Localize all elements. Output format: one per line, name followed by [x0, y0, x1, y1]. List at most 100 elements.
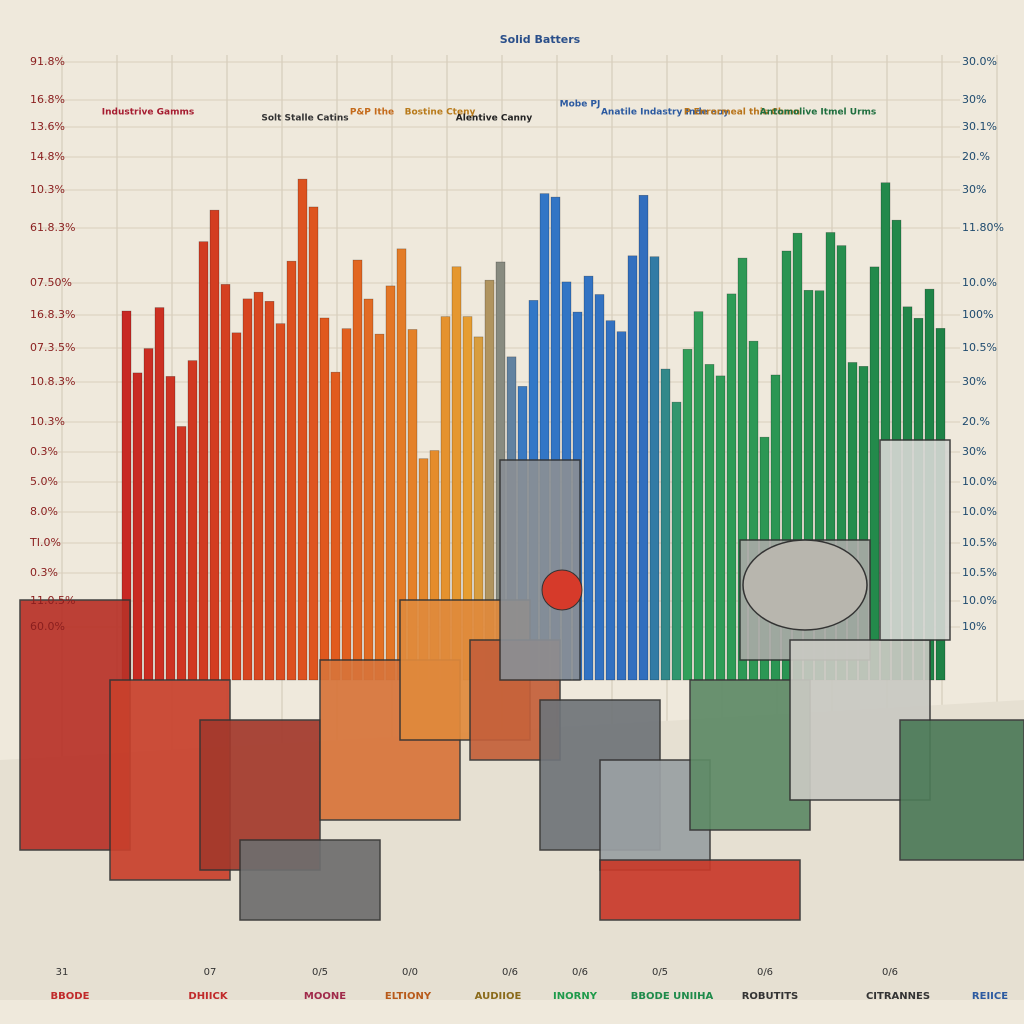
bottom-tick-label: 0/6	[502, 967, 518, 978]
right-axis-label: 10%	[962, 620, 986, 633]
right-axis-label: 10.5%	[962, 536, 997, 549]
bar-decoration	[715, 375, 726, 681]
left-axis-label: 5.0%	[30, 475, 58, 488]
annotation: Bostine Cteny	[405, 108, 476, 118]
bar-decoration	[627, 255, 638, 681]
bottom-label: ELTIONY	[385, 991, 432, 1002]
city	[0, 439, 1024, 1000]
right-axis-label: 30%	[962, 375, 986, 388]
left-axis-label: 0.3%	[30, 566, 58, 579]
left-axis-label: 11.0.5%	[30, 594, 75, 607]
building	[239, 839, 381, 921]
left-axis-label: 10.3%	[30, 415, 65, 428]
annotation: Mobe PJ	[560, 100, 601, 110]
bar-decoration	[682, 348, 693, 681]
bottom-label: INORNY	[553, 991, 598, 1002]
bar-decoration	[583, 275, 594, 681]
left-axis-label: 14.8%	[30, 150, 65, 163]
bar-decoration	[242, 298, 253, 681]
bar-decoration	[143, 348, 154, 681]
bar-decoration	[726, 293, 737, 681]
left-axis-label: 16.8%	[30, 93, 65, 106]
left-axis-label: 07.3.5%	[30, 341, 75, 354]
bottom-label: AUDIIOE	[475, 991, 522, 1002]
bar-decoration	[220, 284, 231, 681]
building	[599, 859, 801, 921]
bottom-label: DHIICK	[188, 991, 228, 1002]
annotation: Alentive Canny	[456, 114, 533, 124]
right-axis-label: 20.%	[962, 415, 990, 428]
bar-decoration	[363, 298, 374, 681]
building	[499, 459, 581, 681]
bar-decoration	[341, 328, 352, 681]
left-axis-label: 13.6%	[30, 120, 65, 133]
left-axis-label: 10.3%	[30, 183, 65, 196]
bottom-tick-label: 31	[56, 967, 69, 978]
bottom-label: REIICE	[972, 991, 1008, 1002]
bar-decoration	[231, 332, 242, 681]
bar-decoration	[187, 360, 198, 681]
bar-decoration	[176, 426, 187, 681]
bar-decoration	[704, 364, 715, 681]
building	[879, 439, 951, 641]
bottom-tick-label: 0/6	[572, 967, 588, 978]
right-axis-label: 10.0%	[962, 276, 997, 289]
bar-decoration	[198, 241, 209, 681]
right-axis-label: 10.0%	[962, 475, 997, 488]
right-axis-label: 10.0%	[962, 594, 997, 607]
bar-decoration	[165, 376, 176, 681]
bottom-label: BBODE	[51, 991, 90, 1002]
bar-decoration	[330, 371, 341, 681]
right-axis-label: 20.%	[962, 150, 990, 163]
bar-decoration	[132, 372, 143, 681]
left-axis-label: 91.8%	[30, 55, 65, 68]
right-axis-label: 30%	[962, 93, 986, 106]
bar-decoration	[275, 323, 286, 681]
bar-decoration	[594, 294, 605, 681]
annotation: Solt Stalle Catins	[261, 114, 348, 124]
left-axis-label: TI.0%	[29, 536, 61, 549]
left-axis-label: 07.50%	[30, 276, 72, 289]
bar-decoration	[154, 307, 165, 681]
bar-decoration	[616, 331, 627, 681]
bar-decoration	[352, 259, 363, 681]
bottom-label: ROBUTITS	[742, 991, 799, 1002]
annotation: P Enrormeal this Chmn	[684, 108, 800, 118]
left-axis-label: 0.3%	[30, 445, 58, 458]
bar-decoration	[660, 368, 671, 681]
pie-emblem	[541, 569, 583, 611]
right-axis-label: 30.1%	[962, 120, 997, 133]
bar-decoration	[209, 209, 220, 681]
bar-decoration	[605, 320, 616, 681]
left-axis-label: 16.8.3%	[30, 308, 75, 321]
bottom-tick-label: 07	[204, 967, 217, 978]
bottom-label: BBODE UNIIHA	[631, 991, 714, 1002]
labels: 91.8% 16.8% 13.6% 14.8% 10.3% 61.8.3% 07.50% 16…	[29, 55, 1008, 1002]
bar-decoration	[253, 291, 264, 681]
title: Solid Batters	[500, 33, 581, 46]
building	[899, 719, 1024, 861]
right-axis-label: 10.5%	[962, 566, 997, 579]
right-axis-label: 30.0%	[962, 55, 997, 68]
dome	[742, 539, 868, 631]
bottom-tick-label: 0/0	[402, 967, 418, 978]
bottom-tick-label: 0/6	[882, 967, 898, 978]
bar-decoration	[319, 317, 330, 681]
right-axis-label: 10.0%	[962, 505, 997, 518]
bar-decoration	[286, 260, 297, 681]
bottom-tick-label: 0/6	[757, 967, 773, 978]
bar-decoration	[638, 194, 649, 681]
bar-decoration	[385, 285, 396, 681]
bar-group	[121, 178, 946, 681]
right-axis-label: 100%	[962, 308, 993, 321]
bottom-label: CITRANNES	[866, 991, 930, 1002]
bar-decoration	[671, 401, 682, 681]
right-axis-label: 10.5%	[962, 341, 997, 354]
annotation: Anatile Indastry Inde aoy	[601, 108, 729, 118]
left-axis-label: 60.0%	[30, 620, 65, 633]
bar-decoration	[297, 178, 308, 681]
bar-decoration	[869, 266, 880, 681]
left-axis-label: 10.8.3%	[30, 375, 75, 388]
bottom-tick-label: 0/5	[652, 967, 668, 978]
